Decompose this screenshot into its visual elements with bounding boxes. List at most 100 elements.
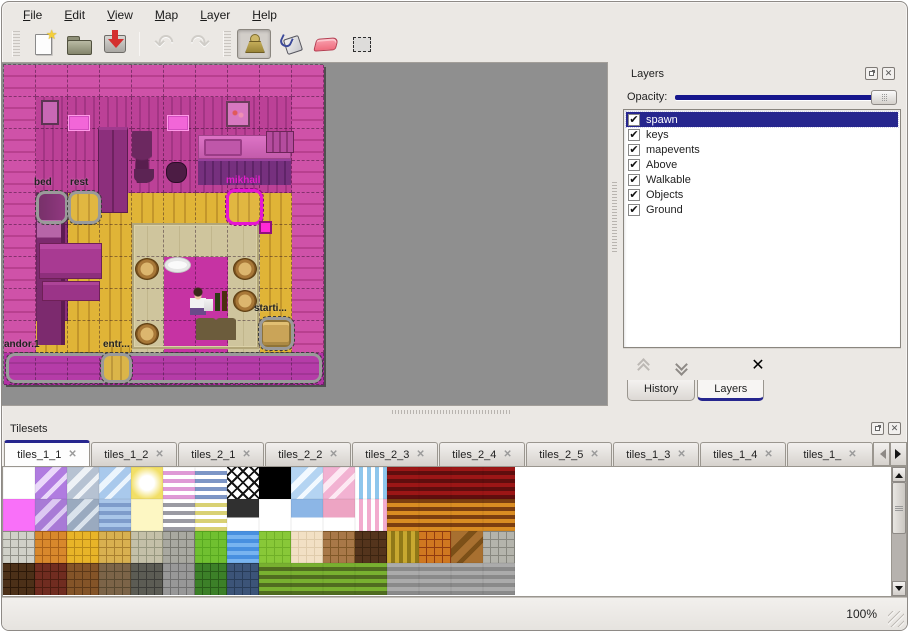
map-tile[interactable]	[196, 97, 228, 129]
scroll-up-button[interactable]	[892, 467, 906, 482]
tileset-tile[interactable]	[67, 467, 99, 499]
map-tile[interactable]	[4, 129, 36, 161]
opacity-slider[interactable]	[675, 89, 897, 105]
map-tile[interactable]	[260, 97, 292, 129]
tileset-tile[interactable]	[131, 499, 163, 531]
tileset-tile[interactable]	[99, 563, 131, 595]
map-tile[interactable]	[292, 161, 324, 193]
open-file-button[interactable]	[62, 29, 96, 59]
tileset-tile[interactable]	[323, 499, 355, 531]
map-tile[interactable]	[4, 225, 36, 257]
map-tile[interactable]	[164, 129, 196, 161]
scrollbar-thumb[interactable]	[892, 482, 906, 534]
map-tile[interactable]	[68, 65, 100, 97]
map-tile[interactable]	[132, 193, 164, 225]
map-tile[interactable]	[196, 193, 228, 225]
map-tile[interactable]	[228, 225, 260, 257]
layer-visibility-checkbox[interactable]: ✔	[628, 188, 640, 201]
tileset-tile[interactable]	[67, 531, 99, 563]
map-tile[interactable]	[4, 193, 36, 225]
tileset-tile[interactable]	[451, 467, 483, 499]
tileset-tile[interactable]	[195, 563, 227, 595]
tileset-tile[interactable]	[227, 499, 259, 531]
map-tile[interactable]	[68, 353, 100, 385]
map-tile[interactable]	[292, 65, 324, 97]
map-tile[interactable]	[36, 129, 68, 161]
menu-item-file[interactable]: File	[23, 8, 43, 22]
tileset-tile[interactable]	[67, 499, 99, 531]
map-tile[interactable]	[292, 193, 324, 225]
map-object-andor1[interactable]	[5, 352, 323, 384]
menu-item-view[interactable]: View	[107, 8, 133, 22]
tileset-tab-tiles_2_1[interactable]: tiles_2_1 ✕	[178, 442, 264, 466]
tileset-tile[interactable]	[483, 499, 515, 531]
tileset-tile[interactable]	[387, 531, 419, 563]
redo-button[interactable]: ↷	[183, 29, 217, 59]
tileset-tile[interactable]	[99, 499, 131, 531]
tileset-tile[interactable]	[291, 467, 323, 499]
map-tile[interactable]	[164, 65, 196, 97]
close-tab-icon[interactable]: ✕	[503, 449, 512, 460]
map-tile[interactable]	[196, 257, 228, 289]
opacity-slider-track[interactable]	[675, 95, 897, 100]
map-object-mikhail[interactable]	[225, 188, 264, 226]
tileset-tile[interactable]	[163, 531, 195, 563]
map-tile[interactable]	[4, 65, 36, 97]
map-tile[interactable]	[4, 161, 36, 193]
tileset-tile[interactable]	[419, 563, 451, 595]
tileset-tile[interactable]	[355, 499, 387, 531]
tileset-tab-tiles_2_4[interactable]: tiles_2_4 ✕	[439, 442, 525, 466]
map-tile[interactable]	[260, 193, 292, 225]
toolbar-handle[interactable]	[12, 31, 20, 57]
tileset-tile[interactable]	[259, 467, 291, 499]
map-tile[interactable]	[260, 289, 292, 321]
close-tab-icon[interactable]: ✕	[155, 449, 164, 460]
map-tile[interactable]	[292, 321, 324, 353]
tileset-tile[interactable]	[35, 563, 67, 595]
layer-row-above[interactable]: ✔ Above	[626, 157, 898, 172]
menu-item-map[interactable]: Map	[154, 8, 179, 22]
map-tile[interactable]	[68, 321, 100, 353]
map-tile[interactable]	[132, 97, 164, 129]
vertical-splitter[interactable]	[608, 62, 621, 406]
layers-list[interactable]: ✔ spawn ✔ keys ✔ mapevents ✔ Above ✔ Walkable ✔ Obj…	[623, 109, 901, 348]
map-object-bed[interactable]	[35, 190, 69, 225]
tileset-tile-grid[interactable]	[3, 467, 515, 595]
tileset-tile[interactable]	[195, 467, 227, 499]
map-tile[interactable]	[4, 289, 36, 321]
opacity-slider-handle[interactable]	[871, 90, 897, 105]
map-tile[interactable]	[292, 225, 324, 257]
eraser-tool-button[interactable]	[309, 29, 343, 59]
map-tile[interactable]	[100, 225, 132, 257]
tileset-tile[interactable]	[419, 467, 451, 499]
tileset-tile[interactable]	[67, 563, 99, 595]
map-tile[interactable]	[228, 353, 260, 385]
map-tile[interactable]	[132, 225, 164, 257]
map-tile[interactable]	[292, 97, 324, 129]
layer-visibility-checkbox[interactable]: ✔	[628, 158, 640, 171]
tileset-tile[interactable]	[227, 531, 259, 563]
tileset-tile[interactable]	[195, 499, 227, 531]
stamp-tool-button[interactable]	[237, 29, 271, 59]
menu-item-layer[interactable]: Layer	[200, 8, 231, 22]
tileset-tile[interactable]	[387, 499, 419, 531]
tileset-tile[interactable]	[419, 499, 451, 531]
map-tile[interactable]	[260, 353, 292, 385]
layer-row-spawn[interactable]: ✔ spawn	[625, 111, 899, 128]
tileset-tile[interactable]	[323, 563, 355, 595]
tileset-tile[interactable]	[483, 467, 515, 499]
map-tile[interactable]	[228, 65, 260, 97]
tileset-tile[interactable]	[35, 499, 67, 531]
map-view[interactable]: bed rest mikhail starti... andor.1 entr...	[2, 62, 608, 406]
map-tile[interactable]	[164, 321, 196, 353]
close-tab-icon[interactable]: ✕	[416, 449, 425, 460]
tileset-tile[interactable]	[355, 467, 387, 499]
tileset-tab-tiles_1[interactable]: tiles_1_ ✕	[787, 442, 873, 466]
object-resize-handle[interactable]	[259, 221, 272, 234]
map-canvas[interactable]: bed rest mikhail starti... andor.1 entr...	[3, 64, 324, 385]
tileset-tab-tiles_2_5[interactable]: tiles_2_5 ✕	[526, 442, 612, 466]
tilesets-close-button[interactable]: ✕	[888, 422, 901, 435]
close-tab-icon[interactable]: ✕	[590, 449, 599, 460]
tileset-tile[interactable]	[291, 499, 323, 531]
tileset-tile[interactable]	[131, 531, 163, 563]
